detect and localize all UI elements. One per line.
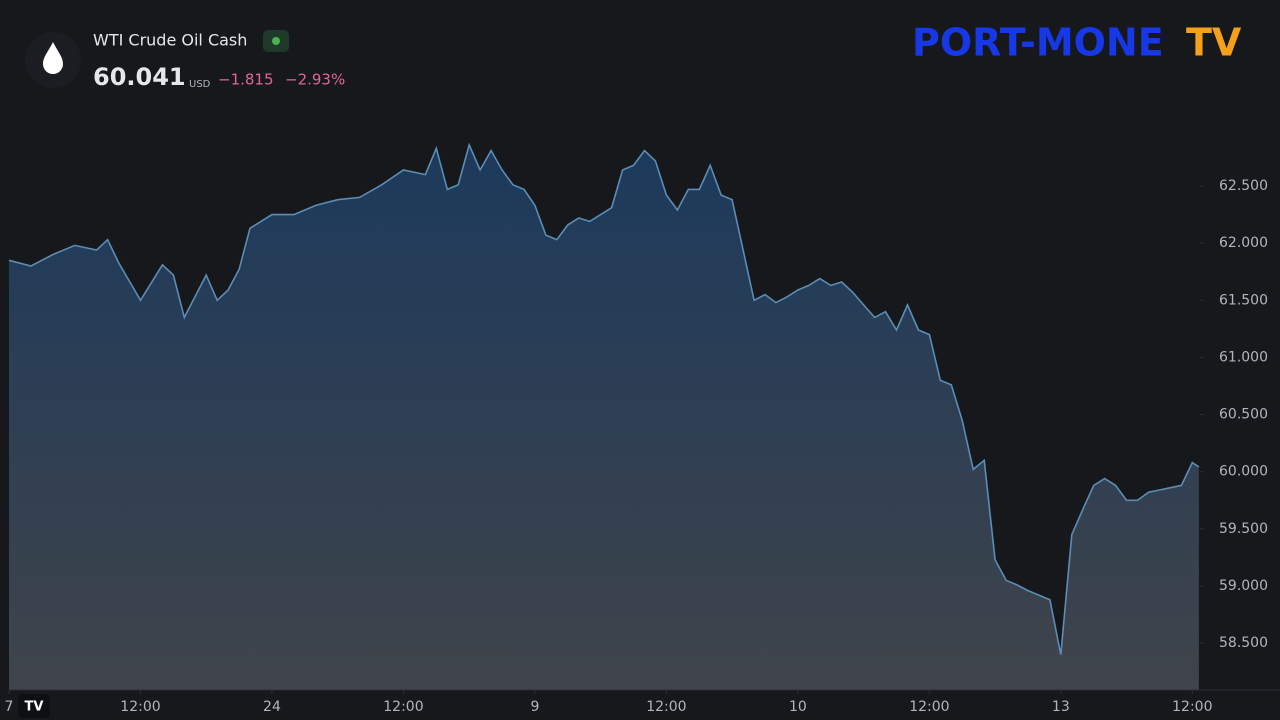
x-tick-label: 12:00 [383, 699, 423, 715]
y-tick-label: 60.500 [1219, 407, 1268, 423]
y-tick-label: 61.000 [1219, 349, 1268, 365]
y-tick-label: 62.000 [1219, 235, 1268, 251]
y-tick-label: 60.000 [1219, 464, 1268, 480]
x-tick-label: 10 [789, 699, 807, 715]
logo: PORT-MONE [912, 21, 1164, 65]
last-price: 60.041 [93, 63, 186, 91]
plot-area [8, 142, 1200, 690]
y-tick-label: 62.500 [1219, 178, 1268, 194]
tv-badge-text: TV [25, 700, 44, 715]
y-tick-label: 61.500 [1219, 292, 1268, 308]
y-tick-label: 59.500 [1219, 521, 1268, 537]
y-tick-label: 58.500 [1219, 635, 1268, 651]
x-tick-label: 12:00 [1172, 699, 1212, 715]
logo-suffix: TV [1186, 21, 1242, 65]
x-tick-label: 12:00 [120, 699, 160, 715]
x-tick-label: 13 [1052, 699, 1070, 715]
x-tick-label: 7 [5, 699, 14, 715]
price-area [9, 144, 1199, 690]
x-tick-label: 24 [263, 699, 281, 715]
price-change: −1.815 [218, 71, 274, 89]
tv-badge [18, 694, 50, 718]
symbol-name: WTI Crude Oil Cash [93, 31, 247, 50]
price-line [8, 142, 1200, 655]
x-tick-label: 12:00 [646, 699, 686, 715]
oil-drop-icon [43, 42, 63, 74]
currency: USD [189, 79, 211, 90]
y-tick-label: 59.000 [1219, 578, 1268, 594]
price-change-percent: −2.93% [285, 71, 345, 89]
x-tick-label: 9 [530, 699, 539, 715]
status-dot [272, 37, 280, 45]
x-tick-label: 12:00 [909, 699, 949, 715]
